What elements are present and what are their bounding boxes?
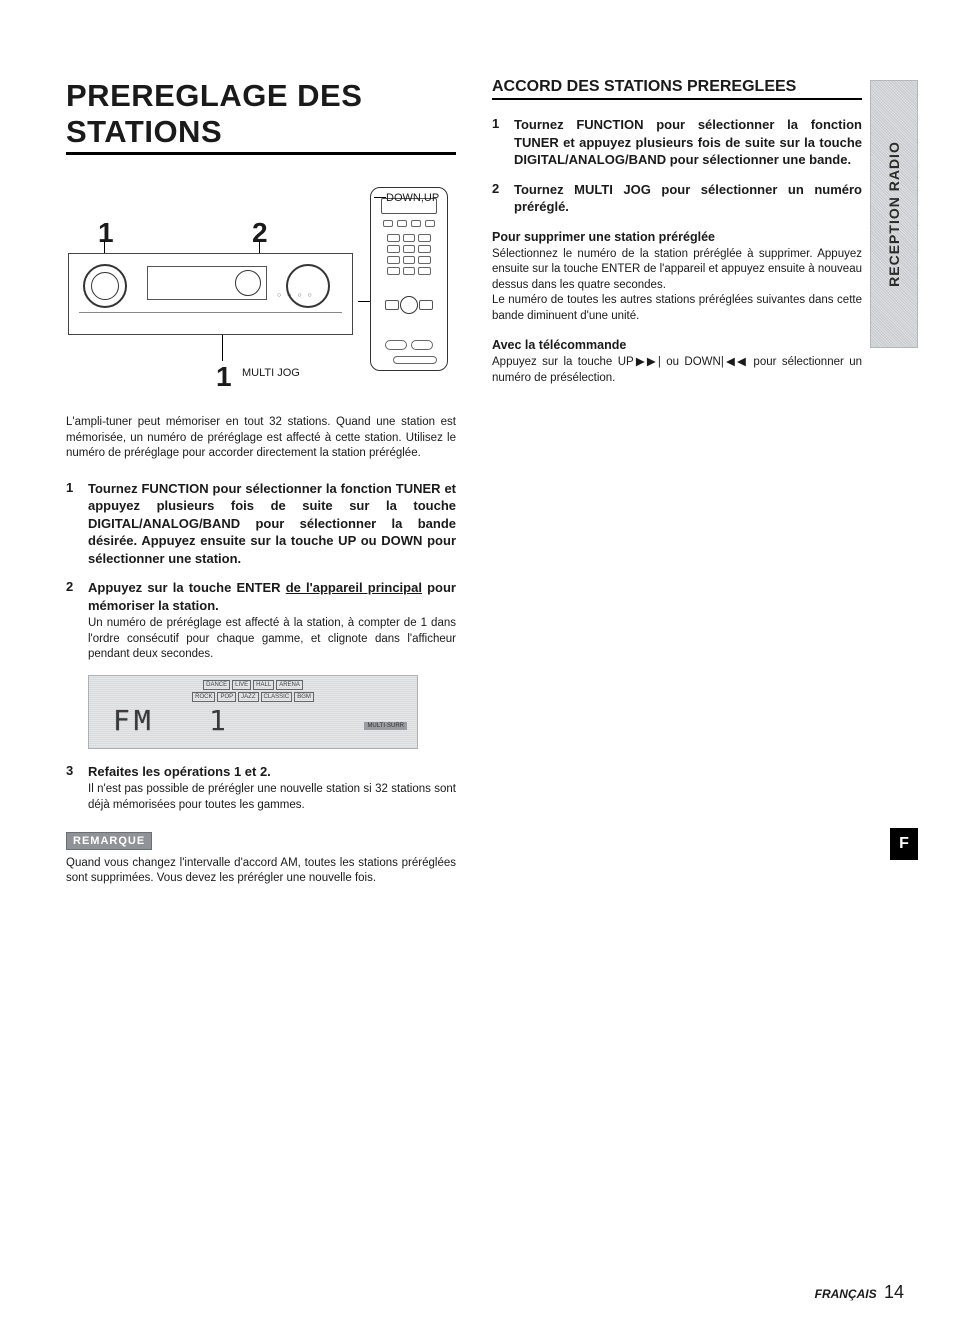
step-description: Un numéro de préréglage est affecté à la… bbox=[88, 616, 456, 663]
step-heading: Tournez MULTI JOG pour sélectionner un n… bbox=[514, 181, 862, 216]
callout-line bbox=[374, 197, 386, 198]
multijog-dial-icon bbox=[286, 264, 330, 308]
paragraph-telecommande: Appuyez sur la touche UP▶▶| ou DOWN|◀◀ p… bbox=[492, 355, 862, 386]
remote-illustration bbox=[370, 187, 448, 371]
remarque-tag: REMARQUE bbox=[66, 832, 152, 850]
lcd-tag: POP bbox=[217, 692, 236, 702]
paragraph-supprimer: Sélectionnez le numéro de la station pré… bbox=[492, 247, 862, 325]
lcd-small-label: MULTI·SURR bbox=[364, 722, 407, 730]
page-title: PREREGLAGE DES STATIONS bbox=[66, 78, 456, 155]
page-footer: FRANÇAIS 14 bbox=[815, 1282, 904, 1303]
section-tab-f: F bbox=[890, 826, 918, 860]
step-3: 3 Refaites les opérations 1 et 2. Il n'e… bbox=[66, 763, 456, 814]
callout-line bbox=[358, 301, 370, 302]
column-right: ACCORD DES STATIONS PREREGLEES 1 Tournez… bbox=[492, 78, 862, 887]
step-description: Il n'est pas possible de prérégler une n… bbox=[88, 782, 456, 813]
callout-line bbox=[222, 335, 223, 361]
step-head-underline: de l'appareil principal bbox=[286, 580, 422, 595]
side-tab-label: RECEPTION RADIO bbox=[886, 141, 902, 287]
right-step-1: 1 Tournez FUNCTION pour sélectionner la … bbox=[492, 116, 862, 169]
lcd-tag: DANCE bbox=[203, 680, 230, 690]
step-heading: Appuyez sur la touche ENTER de l'apparei… bbox=[88, 579, 456, 614]
lcd-tag: ARENA bbox=[276, 680, 303, 690]
subheading-telecommande: Avec la télécommande bbox=[492, 338, 862, 352]
receiver-buttons-icon: ○ ○ ○ ○ bbox=[277, 292, 314, 299]
step-heading: Tournez FUNCTION pour sélectionner la fo… bbox=[88, 480, 456, 568]
subheading-supprimer: Pour supprimer une station préréglée bbox=[492, 230, 862, 244]
receiver-illustration: ○ ○ ○ ○ bbox=[68, 253, 353, 335]
receiver-base-icon bbox=[79, 312, 342, 328]
remote-oblong-icon bbox=[393, 356, 437, 364]
device-diagram: 1 2 ○ ○ ○ ○ 1 MULTI JOG bbox=[66, 183, 456, 393]
intro-paragraph: L'ampli-tuner peut mémoriser en tout 32 … bbox=[66, 415, 456, 462]
callout-1: 1 bbox=[98, 217, 114, 249]
lcd-tag: JAZZ bbox=[238, 692, 258, 702]
lcd-display-illustration: DANCELIVEHALLARENA ROCKPOPJAZZCLASSICBGM… bbox=[88, 675, 418, 749]
remarque-body: Quand vous changez l'intervalle d'accord… bbox=[66, 856, 456, 887]
lcd-digit: 1 bbox=[209, 704, 226, 737]
remote-row-icon bbox=[383, 220, 435, 227]
remote-nav-icon bbox=[383, 288, 435, 322]
step-number: 1 bbox=[492, 116, 504, 169]
remote-keypad-icon bbox=[387, 234, 431, 275]
footer-page-number: 14 bbox=[884, 1282, 904, 1302]
lcd-tag: HALL bbox=[253, 680, 274, 690]
right-step-2: 2 Tournez MULTI JOG pour sélectionner un… bbox=[492, 181, 862, 216]
lcd-tag: ROCK bbox=[192, 692, 215, 702]
callout-bottom-1: 1 bbox=[216, 361, 232, 393]
enter-knob-icon bbox=[235, 270, 261, 296]
section-title: ACCORD DES STATIONS PREREGLEES bbox=[492, 78, 862, 100]
step-1: 1 Tournez FUNCTION pour sélectionner la … bbox=[66, 480, 456, 568]
step-heading: Refaites les opérations 1 et 2. bbox=[88, 763, 456, 781]
step-number: 3 bbox=[66, 763, 78, 814]
step-2: 2 Appuyez sur la touche ENTER de l'appar… bbox=[66, 579, 456, 663]
lcd-tag: LIVE bbox=[232, 680, 251, 690]
function-dial-icon bbox=[83, 264, 127, 308]
side-tab-reception-radio: RECEPTION RADIO bbox=[870, 80, 918, 348]
lcd-main-text: FM bbox=[113, 704, 155, 737]
lcd-tags: DANCELIVEHALLARENA ROCKPOPJAZZCLASSICBGM bbox=[89, 680, 417, 702]
step-number: 2 bbox=[492, 181, 504, 216]
step-number: 2 bbox=[66, 579, 78, 663]
lcd-tag: CLASSIC bbox=[261, 692, 293, 702]
footer-language: FRANÇAIS bbox=[815, 1287, 877, 1301]
label-downup: DOWN,UP bbox=[386, 192, 439, 204]
label-multijog: MULTI JOG bbox=[242, 367, 300, 379]
step-number: 1 bbox=[66, 480, 78, 568]
lcd-tag: BGM bbox=[294, 692, 314, 702]
remote-bottom-row-icon bbox=[385, 340, 433, 350]
step-head-prefix: Appuyez sur la touche ENTER bbox=[88, 580, 286, 595]
step-heading: Tournez FUNCTION pour sélectionner la fo… bbox=[514, 116, 862, 169]
